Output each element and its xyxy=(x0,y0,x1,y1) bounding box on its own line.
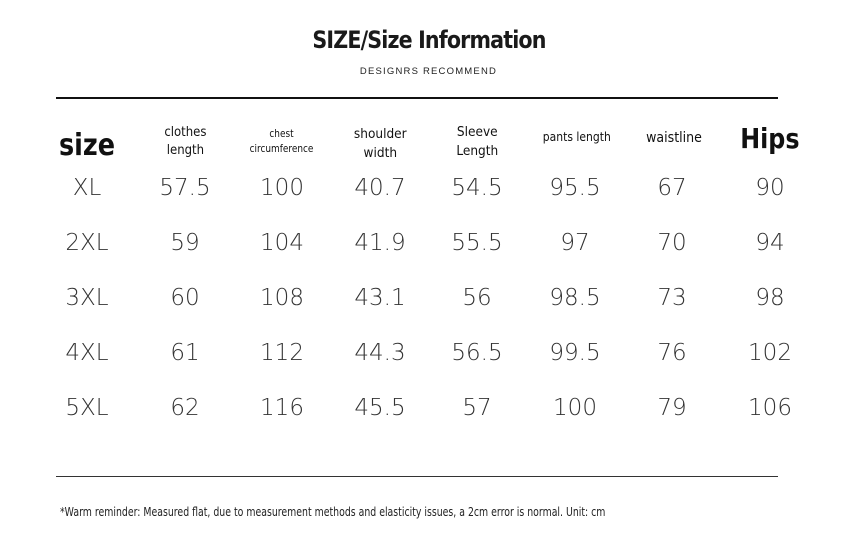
table-cell: 57.5 xyxy=(159,175,211,201)
table-cell: 54.5 xyxy=(451,175,503,201)
table-cell: 73 xyxy=(657,285,687,311)
table-cell: 108 xyxy=(260,285,304,311)
table-cell: 79 xyxy=(657,395,687,421)
column-header-sleeve-length: Sleeve Length xyxy=(456,124,498,159)
table-cell: 112 xyxy=(260,340,304,366)
table-cell: 90 xyxy=(755,175,785,201)
table-cell: 40.7 xyxy=(354,175,406,201)
table-cell: 56 xyxy=(462,285,492,311)
table-cell: 56.5 xyxy=(451,340,503,366)
column-header-size: size xyxy=(58,128,116,163)
table-cell: 97 xyxy=(560,230,590,256)
table-cell: 94 xyxy=(755,230,785,256)
table-cell: 116 xyxy=(260,395,304,421)
column-header-clothes-length: clothes length xyxy=(163,124,207,158)
table-cell: 67 xyxy=(657,175,687,201)
table-cell: 100 xyxy=(553,395,597,421)
table-cell: 95.5 xyxy=(549,175,601,201)
table-cell: 102 xyxy=(748,340,792,366)
table-cell: 76 xyxy=(657,340,687,366)
table-cell: 44.3 xyxy=(354,340,406,366)
size-label-cell: 3XL xyxy=(65,285,109,311)
table-cell: 41.9 xyxy=(354,230,406,256)
table-cell: 70 xyxy=(657,230,687,256)
column-header-hips: Hips xyxy=(740,122,800,156)
table-cell: 57 xyxy=(462,395,492,421)
table-cell: 98.5 xyxy=(549,285,601,311)
page-subtitle: DESIGNRS RECOMMEND xyxy=(359,66,498,77)
top-divider xyxy=(56,97,778,99)
column-header-waistline: waistline xyxy=(646,130,702,147)
table-cell: 60 xyxy=(170,285,200,311)
table-cell: 59 xyxy=(170,230,200,256)
table-cell: 62 xyxy=(170,395,200,421)
table-cell: 43.1 xyxy=(354,285,406,311)
column-header-pants-length: pants length xyxy=(542,129,612,144)
table-cell: 106 xyxy=(748,395,792,421)
table-cell: 98 xyxy=(755,285,785,311)
table-cell: 104 xyxy=(260,230,304,256)
column-header-shoulder-width: shoulder width xyxy=(353,126,407,161)
size-label-cell: 2XL xyxy=(65,230,109,256)
table-cell: 99.5 xyxy=(549,340,601,366)
table-cell: 55.5 xyxy=(451,230,503,256)
table-cell: 61 xyxy=(170,340,200,366)
page-title: SIZE/Size Information xyxy=(312,26,546,54)
bottom-divider xyxy=(56,476,778,477)
size-label-cell: 5XL xyxy=(65,395,109,421)
table-cell: 45.5 xyxy=(354,395,406,421)
size-label-cell: 4XL xyxy=(65,340,109,366)
footnote: *Warm reminder: Measured flat, due to me… xyxy=(60,505,606,519)
table-cell: 100 xyxy=(260,175,304,201)
size-label-cell: XL xyxy=(72,175,102,201)
column-header-chest-circumference: chest circumference xyxy=(250,128,314,155)
